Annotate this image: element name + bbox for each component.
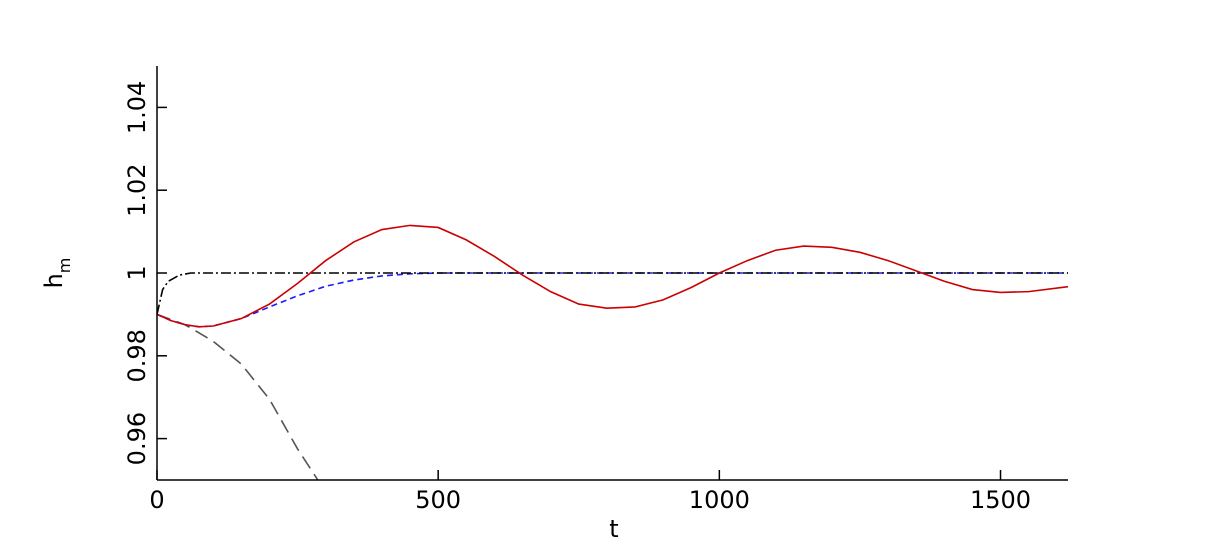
y-tick-label: 1.04 xyxy=(123,81,151,134)
x-axis-label: t xyxy=(609,515,618,542)
x-tick-label: 1000 xyxy=(689,486,750,514)
y-axis-label-sub: m xyxy=(55,258,74,274)
series-line xyxy=(157,224,1068,328)
series-line xyxy=(157,313,319,480)
x-tick-label: 1500 xyxy=(970,486,1031,514)
x-tick-label: 500 xyxy=(415,486,461,514)
series-line xyxy=(157,272,1068,315)
y-axis-label: hm xyxy=(40,258,74,289)
y-tick-label: 0.98 xyxy=(123,329,151,382)
y-tick-label: 1 xyxy=(123,265,151,280)
y-axis-label-main: h xyxy=(40,273,68,288)
plot-area xyxy=(157,224,1068,480)
y-tick-label: 1.02 xyxy=(123,163,151,216)
x-tick-label: 0 xyxy=(149,486,164,514)
y-tick-label: 0.96 xyxy=(123,412,151,465)
series-line xyxy=(157,272,1068,328)
